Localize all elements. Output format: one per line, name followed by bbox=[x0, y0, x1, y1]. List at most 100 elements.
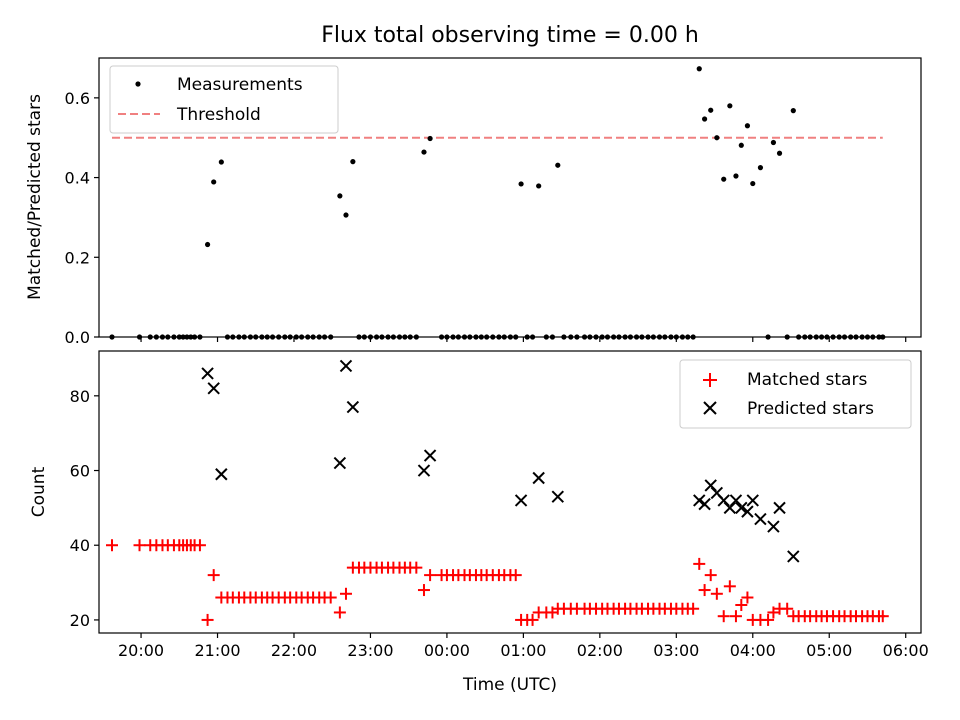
matched-star-point bbox=[324, 591, 337, 604]
predicted-star-point bbox=[514, 494, 528, 507]
measurement-point bbox=[427, 135, 433, 142]
matched-star-point bbox=[710, 587, 723, 600]
matched-star-point bbox=[410, 561, 423, 574]
x-tick-label: 22:00 bbox=[271, 641, 317, 660]
predicted-star-point bbox=[787, 550, 800, 563]
predicted-star-point bbox=[346, 400, 360, 414]
predicted-star-point bbox=[201, 367, 214, 380]
matched-star-point bbox=[767, 606, 780, 619]
matched-star-point bbox=[762, 613, 775, 626]
matched-stars-legend-label: Matched stars bbox=[747, 370, 867, 390]
predicted-star-point bbox=[729, 494, 743, 507]
matched-star-point bbox=[424, 569, 437, 582]
x-tick-label: 05:00 bbox=[806, 641, 852, 660]
measurement-point bbox=[218, 159, 224, 165]
measurement-point bbox=[744, 123, 751, 129]
matched-star-point bbox=[698, 584, 711, 597]
predicted-star-point bbox=[773, 501, 786, 515]
top-legend: Measurements Threshold bbox=[109, 65, 339, 134]
x-tick-label: 02:00 bbox=[577, 641, 623, 660]
matched-star-point bbox=[133, 539, 146, 552]
measurement-point bbox=[714, 135, 720, 141]
measurement-point bbox=[721, 176, 727, 182]
predicted-star-point bbox=[215, 468, 228, 481]
x-tick-label: 06:00 bbox=[883, 641, 929, 660]
matched-star-point bbox=[741, 591, 754, 604]
matched-star-point bbox=[201, 613, 214, 626]
matched-star-point bbox=[509, 569, 522, 582]
matched-star-point bbox=[105, 539, 118, 552]
predicted-star-point bbox=[741, 505, 754, 518]
top-y-tick-label: 0.6 bbox=[65, 89, 90, 108]
top-plot-frame bbox=[98, 57, 922, 338]
bottom-y-axis: 20 40 60 80 bbox=[70, 387, 99, 630]
top-panel: 0.0 0.2 0.4 0.6 Matched/Predicted stars Mea… bbox=[25, 57, 922, 347]
predicted-star-point bbox=[551, 490, 564, 503]
predicted-star-point bbox=[339, 359, 353, 373]
matched-star-point bbox=[417, 584, 430, 597]
predicted-star-point bbox=[698, 497, 711, 511]
x-tick-label: 21:00 bbox=[194, 641, 240, 660]
measurements-legend-marker bbox=[135, 81, 141, 87]
predicted-star-point bbox=[693, 494, 706, 507]
bottom-y-tick-label: 40 bbox=[70, 536, 90, 555]
bottom-x-axis: 20:00 21:00 22:00 23:00 00:00 01:00 02:00 03:00… bbox=[118, 633, 929, 660]
measurement-point bbox=[770, 139, 777, 146]
predicted-star-point bbox=[207, 382, 220, 395]
x-tick-label: 03:00 bbox=[653, 641, 699, 660]
predicted-star-point bbox=[333, 456, 347, 470]
predicted-star-point bbox=[532, 471, 545, 485]
measurement-point bbox=[518, 181, 524, 187]
top-y-tick-label: 0.2 bbox=[65, 248, 90, 267]
x-axis-label: Time (UTC) bbox=[462, 675, 557, 695]
bottom-panel: 20 40 60 80 20:00 21:00 22:00 23:00 00:00 01:00 0… bbox=[29, 350, 929, 695]
matched-stars-series bbox=[105, 539, 889, 626]
x-tick-label: 23:00 bbox=[347, 641, 393, 660]
measurement-point bbox=[776, 150, 783, 156]
matched-star-point bbox=[687, 602, 700, 615]
measurement-point bbox=[708, 107, 714, 113]
top-y-axis: 0.0 0.2 0.4 0.6 bbox=[65, 89, 99, 347]
bottom-y-axis-label: Count bbox=[29, 466, 49, 517]
measurement-point bbox=[555, 162, 561, 168]
matched-star-point bbox=[781, 602, 794, 615]
measurement-point bbox=[337, 193, 343, 199]
top-x-axis bbox=[140, 337, 907, 342]
threshold-legend-label: Threshold bbox=[176, 105, 261, 125]
x-tick-label: 20:00 bbox=[118, 641, 164, 660]
measurement-point bbox=[750, 180, 756, 187]
top-y-tick-label: 0.4 bbox=[65, 169, 90, 188]
measurement-point bbox=[350, 159, 356, 165]
measurement-point bbox=[536, 183, 542, 189]
measurement-point bbox=[757, 165, 764, 171]
predicted-star-point bbox=[754, 512, 767, 526]
top-y-tick-label: 0.0 bbox=[65, 328, 90, 347]
predicted-star-point bbox=[767, 520, 780, 533]
matched-star-point bbox=[207, 569, 220, 582]
measurement-point bbox=[211, 179, 217, 185]
top-legend-frame bbox=[109, 65, 339, 134]
matched-star-point bbox=[333, 606, 346, 619]
matched-star-point bbox=[876, 610, 889, 623]
x-tick-label: 01:00 bbox=[500, 641, 546, 660]
matched-star-point bbox=[526, 613, 539, 626]
top-y-axis-label: Matched/Predicted stars bbox=[25, 94, 45, 300]
bottom-y-tick-label: 60 bbox=[70, 462, 90, 481]
bottom-legend-frame bbox=[679, 359, 912, 429]
measurement-point bbox=[733, 173, 739, 179]
matched-star-point bbox=[729, 610, 742, 623]
predicted-stars-series bbox=[201, 359, 800, 563]
predicted-star-point bbox=[423, 449, 437, 462]
measurement-point bbox=[421, 149, 427, 155]
matched-star-point bbox=[717, 610, 730, 623]
bottom-plot-frame bbox=[98, 350, 922, 634]
measurement-point bbox=[727, 103, 733, 109]
matched-star-point bbox=[193, 539, 206, 552]
measurements-legend-label: Measurements bbox=[177, 75, 303, 95]
measurement-point bbox=[738, 142, 744, 148]
measurement-point bbox=[790, 108, 796, 114]
matched-star-point bbox=[735, 598, 748, 611]
matched-star-point bbox=[339, 587, 352, 600]
figure-title: Flux total observing time = 0.00 h bbox=[321, 23, 699, 48]
